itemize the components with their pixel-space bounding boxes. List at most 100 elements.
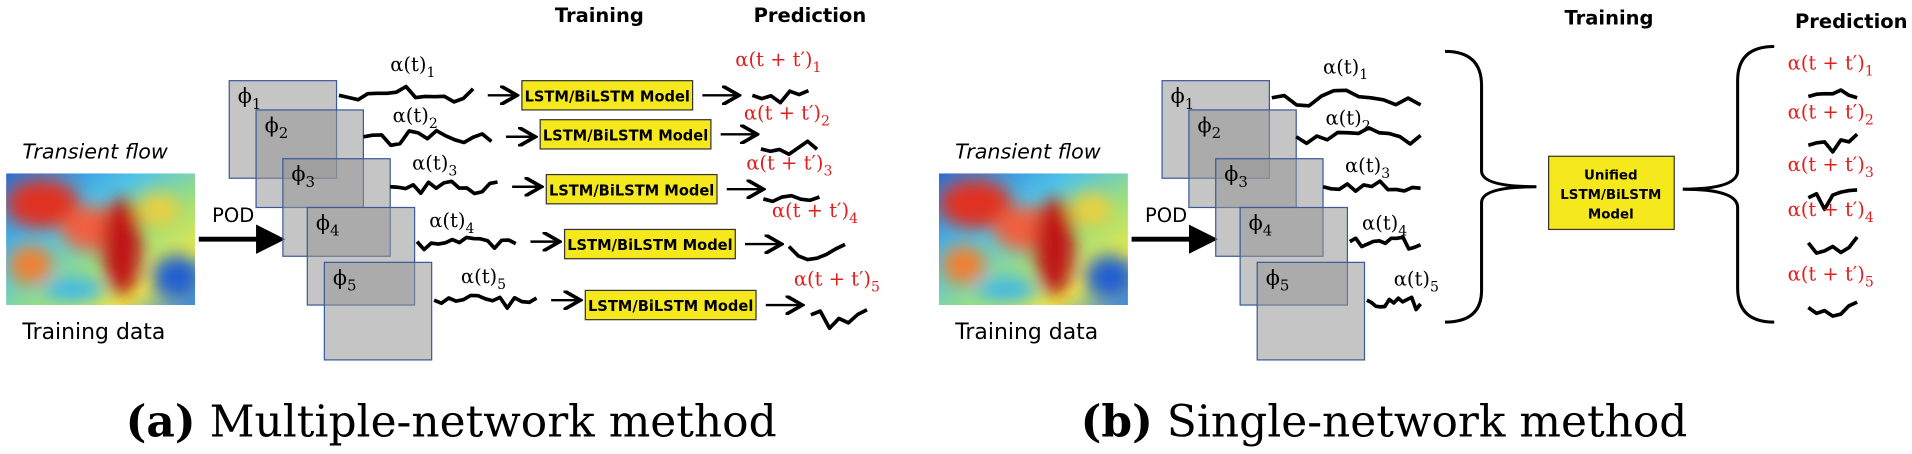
mode-basis-index: 2 (1212, 124, 1221, 142)
coefficient-label: α(t)4 (429, 209, 474, 237)
coefficient-label: α(t)1 (1323, 55, 1368, 83)
coefficient-label-main: α(t) (412, 152, 448, 175)
prediction-label-index: 2 (821, 114, 830, 130)
heatmap-blob (975, 276, 1037, 302)
prediction-label-index: 3 (1865, 165, 1874, 181)
mode-basis: ϕ5 (1266, 265, 1290, 294)
heatmap-blob (1085, 255, 1128, 299)
mode-basis: ϕ4 (316, 210, 340, 239)
caption-label: (a) (126, 397, 196, 448)
mode-basis-main: ϕ (1197, 113, 1211, 137)
prediction-label-main: α(t + t′) (772, 199, 849, 222)
prediction-curve (762, 193, 821, 204)
prediction-label: α(t + t′)5 (1788, 263, 1874, 291)
coefficient-label-index: 4 (1398, 223, 1407, 239)
mode-basis: ϕ2 (1197, 113, 1221, 142)
model-box (584, 289, 757, 321)
mode-basis-index: 4 (330, 222, 339, 240)
caption-text: Multiple-network method (210, 397, 777, 448)
coefficient-curve (1295, 126, 1422, 146)
prediction-label-main: α(t + t′) (1788, 100, 1865, 123)
coefficient-label-index: 4 (465, 221, 474, 237)
mode-basis: ϕ1 (1171, 84, 1195, 113)
model-label: LSTM/BiLSTM Model (543, 127, 708, 144)
flow-title: Transient flow (22, 140, 168, 164)
coefficient-label-main: α(t) (1323, 55, 1359, 78)
caption: (a) Multiple-network method (126, 397, 777, 448)
prediction-label: α(t + t′)1 (735, 48, 821, 76)
mode-basis-main: ϕ (333, 265, 347, 289)
coefficient-label-index: 1 (1359, 67, 1368, 83)
prediction-label-main: α(t + t′) (744, 102, 821, 125)
mode-basis-main: ϕ (291, 162, 305, 186)
mode-basis-main: ϕ (265, 113, 279, 137)
prediction-label-index: 5 (1865, 275, 1874, 291)
model-label: LSTM/BiLSTM Model (567, 237, 732, 254)
heatmap-blob (1035, 197, 1075, 296)
prediction-label-index: 3 (823, 164, 832, 180)
mode-basis-main: ϕ (1171, 84, 1185, 108)
unified-model-label: LSTM/BiLSTM (1560, 188, 1661, 203)
mode-basis-main: ϕ (238, 84, 252, 108)
mode-basis-index: 1 (252, 95, 261, 113)
coefficient-label-index: 5 (497, 277, 506, 293)
coefficient-label-index: 3 (448, 164, 457, 180)
header-prediction: Prediction (754, 4, 867, 27)
coefficient-label: α(t)5 (461, 265, 506, 293)
coefficient-label-main: α(t) (1394, 268, 1430, 291)
heatmap-blob (152, 255, 196, 299)
coefficient-curve (415, 235, 517, 252)
coefficient-curve (1271, 88, 1422, 108)
prediction-label: α(t + t′)2 (1788, 100, 1874, 128)
method-label: POD (1145, 204, 1187, 227)
mode-square (323, 261, 433, 361)
prediction-label: α(t + t′)3 (746, 152, 832, 180)
model-label: LSTM/BiLSTM Model (549, 182, 714, 199)
coefficient-label-index: 2 (429, 116, 438, 132)
prediction-label: α(t + t′)1 (1788, 52, 1874, 80)
mode-basis-index: 2 (279, 124, 288, 142)
heatmap-blob (6, 179, 80, 229)
mode-basis: ϕ4 (1249, 210, 1273, 239)
prediction-label: α(t + t′)3 (1788, 153, 1874, 181)
model-label: LSTM/BiLSTM Model (588, 298, 753, 315)
mode-basis-index: 3 (306, 173, 315, 191)
caption-label: (b) (1081, 397, 1153, 448)
unified-model-label: Unified (1584, 168, 1638, 183)
mode-basis: ϕ3 (291, 162, 315, 191)
coefficient-label-index: 1 (426, 65, 435, 81)
mode-basis-index: 5 (1280, 277, 1289, 295)
unified-model-label: Model (1588, 207, 1634, 222)
model-box (521, 80, 694, 111)
prediction-label-index: 1 (1865, 64, 1874, 80)
flow-title: Transient flow (955, 140, 1101, 164)
caption-text: Single-network method (1167, 397, 1688, 448)
coefficient-label: α(t)2 (1325, 107, 1370, 135)
coefficient-label: α(t)4 (1362, 211, 1407, 239)
model-box (563, 228, 736, 260)
prediction-label-index: 2 (1865, 112, 1874, 128)
coefficient-curve (1322, 179, 1421, 193)
coefficient-label: α(t)5 (1394, 268, 1439, 296)
heatmap-blob (136, 192, 181, 227)
prediction-label: α(t + t′)4 (772, 199, 858, 227)
coefficient-label-index: 5 (1430, 279, 1439, 295)
prediction-label-main: α(t + t′) (1788, 198, 1865, 221)
mode-square (1256, 261, 1366, 361)
prediction-label-index: 4 (849, 211, 858, 227)
coefficient-label: α(t)1 (390, 53, 435, 81)
mode-basis: ϕ1 (238, 84, 262, 113)
prediction-label-index: 1 (813, 60, 822, 76)
coefficient-label-main: α(t) (429, 209, 465, 232)
flow-caption: Training data (21, 320, 165, 345)
coefficient-label-main: α(t) (1325, 107, 1361, 130)
prediction-curve (810, 308, 868, 331)
coefficient-label-index: 3 (1381, 166, 1390, 182)
prediction-label-index: 4 (1865, 210, 1874, 226)
model-box (545, 173, 718, 205)
flow-caption: Training data (954, 320, 1098, 345)
coefficient-label: α(t)3 (412, 152, 457, 180)
heatmap (938, 173, 1128, 306)
caption: (b) Single-network method (1081, 397, 1688, 448)
